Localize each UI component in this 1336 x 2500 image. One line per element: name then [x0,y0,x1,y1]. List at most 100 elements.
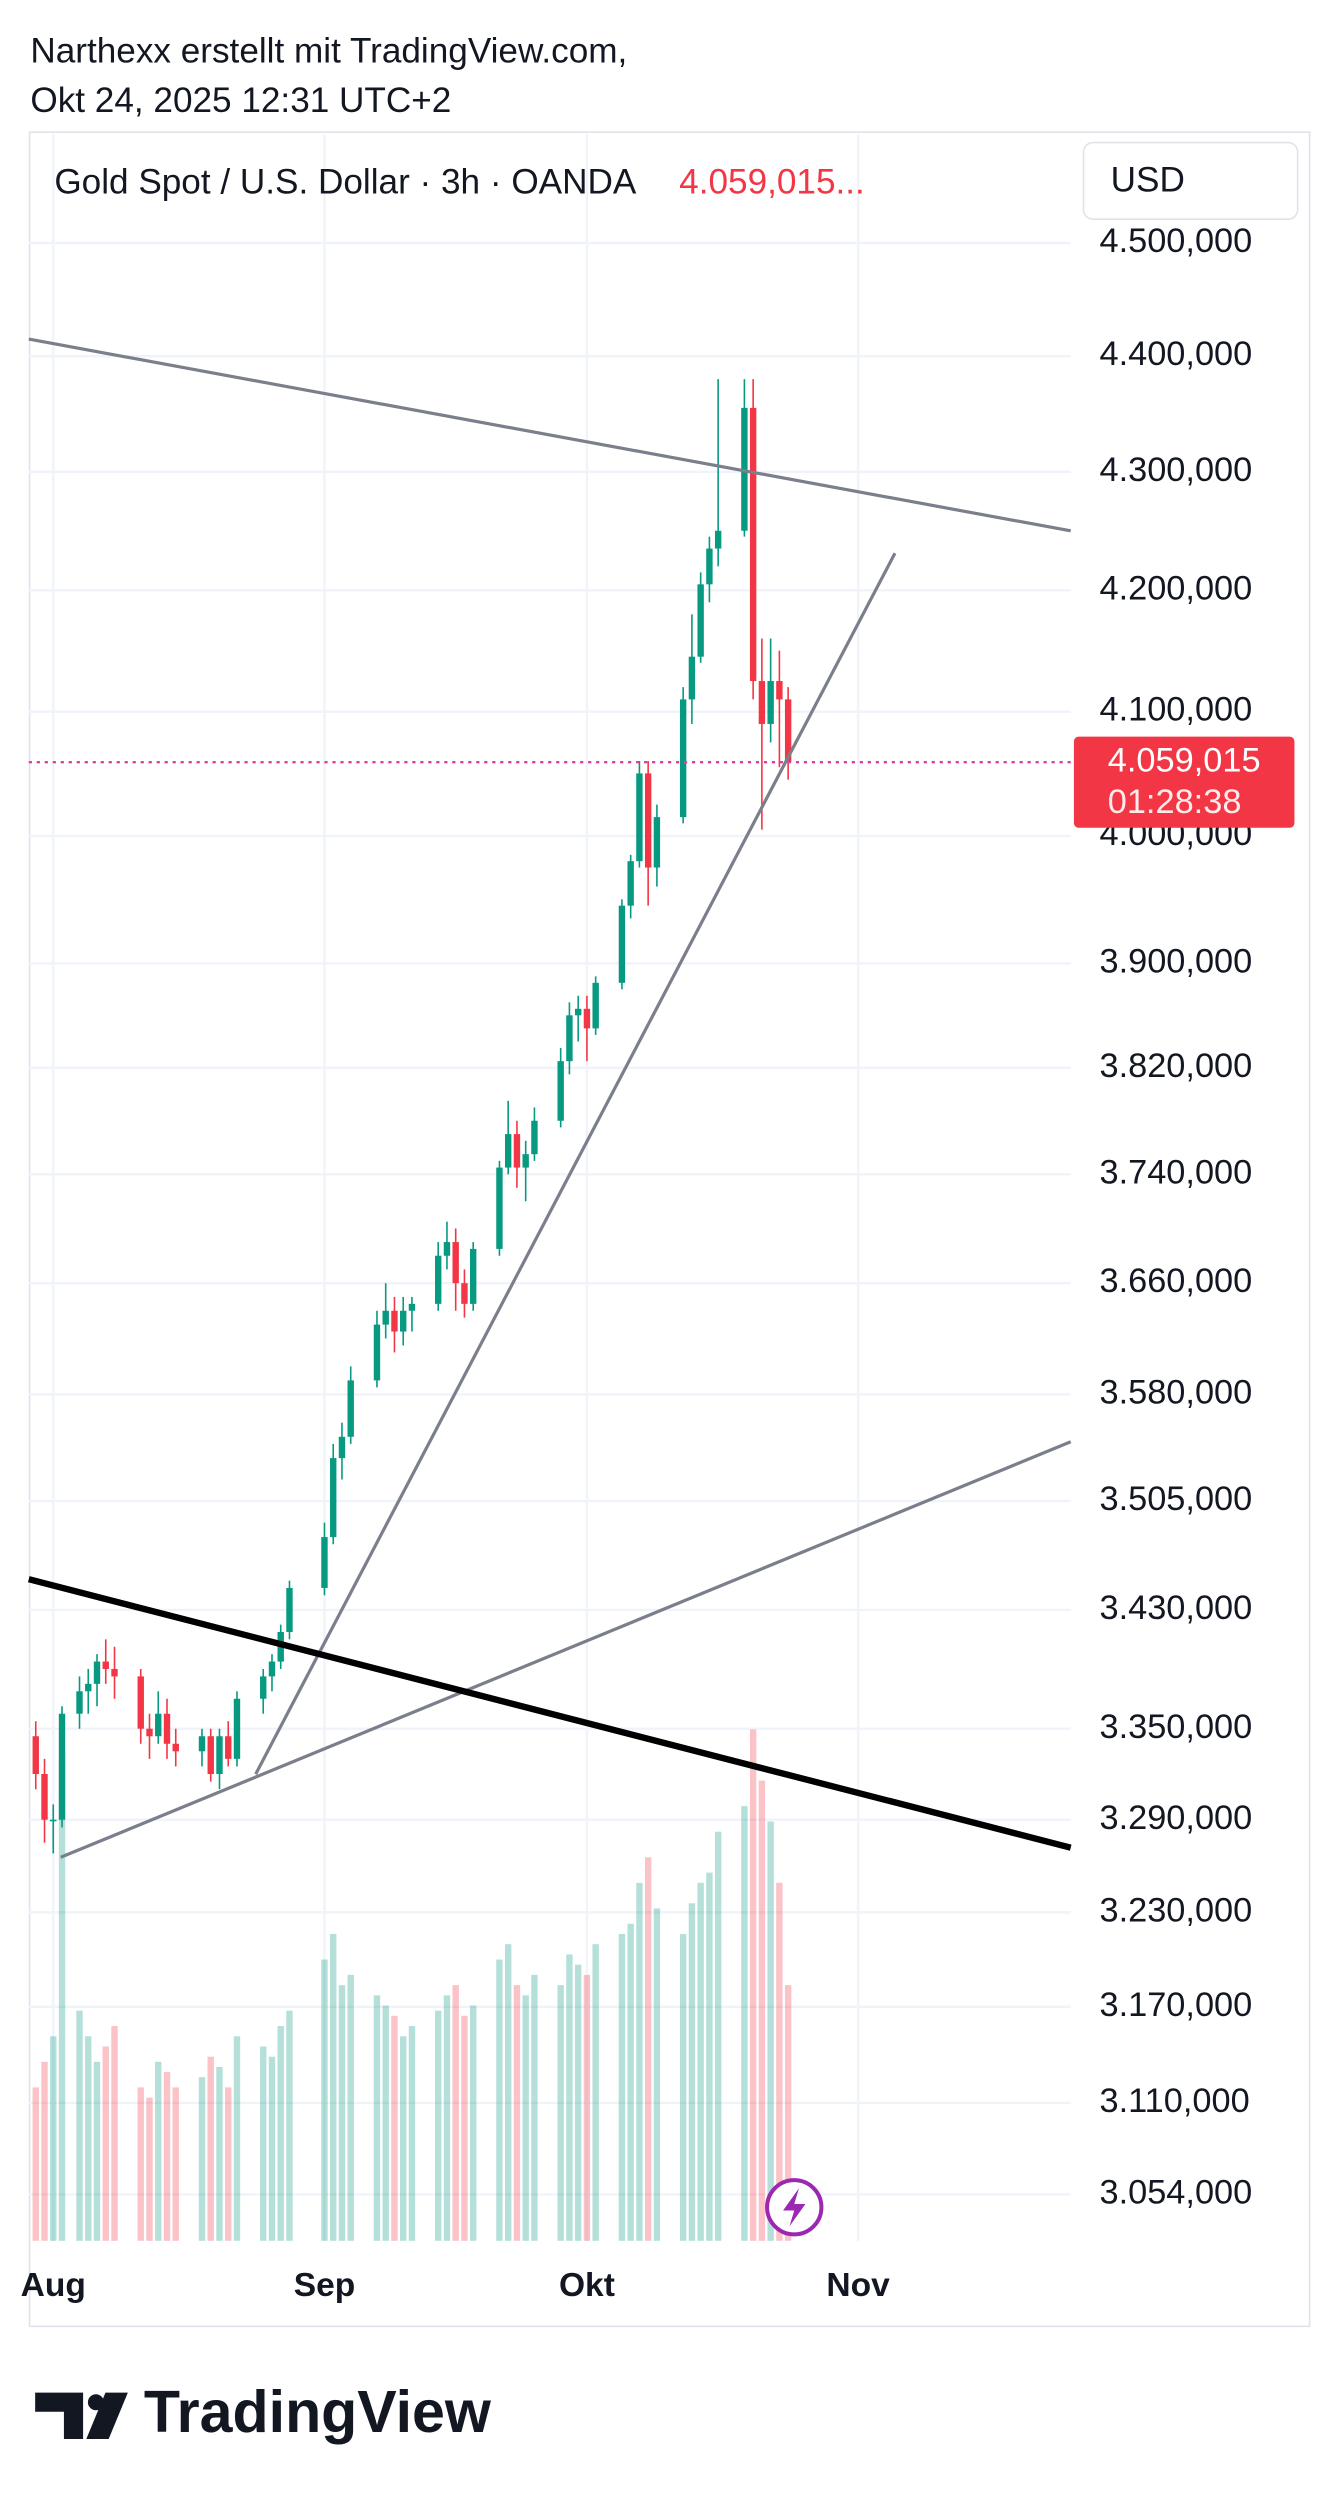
volume-bar [688,1903,696,2241]
x-tick-label: Sep [294,2267,356,2304]
y-tick-label: 3.290,000 [1099,1799,1252,1837]
volume-bar [557,1985,564,2241]
candle-body [531,1120,538,1155]
candle-body [102,1661,109,1669]
candle-body [504,1134,512,1168]
candle-body [679,699,687,818]
candle-body [776,681,783,700]
volume-bar [714,1831,722,2241]
candle-body [557,1061,564,1121]
y-tick-label: 3.110,000 [1099,2082,1249,2120]
logo-slash [86,2392,128,2439]
volume-bar [504,1944,512,2241]
x-tick-label: Aug [21,2267,86,2304]
candle-body [286,1587,293,1632]
brand-logo [35,2392,128,2439]
y-tick-label: 4.100,000 [1099,691,1252,729]
candle-body [50,1819,57,1822]
header-author: Narthexx erstellt mit TradingView.com, [30,31,627,70]
volume-bar [767,1821,774,2241]
candle-body [41,1774,48,1820]
candle-body [688,656,696,700]
volume-bar [338,1985,346,2241]
trend-line [28,337,1072,533]
volume-bar [653,1908,661,2241]
lightning-icon[interactable] [783,2188,806,2227]
candle-body [513,1134,521,1168]
volume-bar [207,2056,214,2241]
volume-bar [198,2077,206,2241]
volume-bar [636,1882,643,2241]
candle-body [644,773,652,868]
candle-body [452,1242,459,1284]
candle-body [207,1736,214,1775]
volume-bar [784,1985,792,2241]
volume-bar [111,2026,118,2241]
candle-body [216,1736,223,1775]
volume-bar [382,2005,389,2241]
volume-bar [163,2072,171,2241]
candle-body [338,1436,346,1459]
y-tick-label: 3.660,000 [1099,1262,1252,1300]
currency-button[interactable] [1082,141,1299,221]
y-tick-label: 4.300,000 [1099,451,1252,489]
logo-t [35,2392,84,2439]
volume-bar [321,1959,328,2241]
volume-bar [461,2015,468,2241]
candle-body [382,1310,389,1325]
candle-body [233,1698,241,1759]
volume-bar [41,2061,48,2241]
volume-bar [268,2056,276,2241]
candle-body [330,1458,337,1538]
candle-body [461,1283,468,1304]
candle-body [653,817,661,868]
candle-body [618,905,626,983]
volume-bar [627,1923,634,2241]
volume-bar [146,2097,153,2241]
volume-bar [741,1806,748,2241]
candle-body [592,982,599,1029]
volume-bar [93,2061,101,2241]
price-badge [1073,736,1295,828]
candle-body [111,1668,118,1677]
candle-body [163,1713,171,1744]
candle-body [391,1310,398,1332]
y-tick-label: 4.500,000 [1099,222,1252,260]
volume-bar [469,2005,477,2241]
x-tick-label: Okt [559,2267,615,2304]
candle-body [697,584,704,657]
y-tick-label: 3.740,000 [1099,1153,1252,1191]
candle-body [155,1713,162,1737]
candle-body [137,1676,144,1729]
volume-bar [347,1974,354,2241]
volume-bar [443,1995,451,2241]
legend-price: 4.059,015... [679,162,865,201]
volume-bar [679,1933,687,2241]
volume-bar [513,1985,521,2241]
candle-body [706,548,713,585]
chart-frame [28,131,1311,2328]
volume-bar [172,2087,179,2241]
currency-label[interactable]: USD [1111,161,1185,200]
volume-bar [758,1780,766,2241]
volume-bar [496,1959,503,2241]
volume-bar [408,2026,416,2241]
volume-bar [566,1954,573,2241]
volume-bar [225,2087,232,2241]
volume-bar [400,2036,407,2241]
candle-body [321,1537,328,1588]
candle-body [408,1303,416,1311]
quick-trade-button[interactable] [765,2178,824,2237]
candle-body [225,1736,232,1759]
candle-body [636,773,643,862]
volume-bar [522,1995,529,2241]
y-tick-label: 3.430,000 [1099,1589,1252,1627]
price-badge-value: 4.059,015 [1108,741,1261,779]
candle-body [627,861,634,906]
candle-body [93,1661,101,1684]
volume-bar [644,1857,652,2241]
y-tick-label: 3.230,000 [1099,1891,1252,1929]
y-tick-label: 4.200,000 [1099,569,1252,607]
volume-bar [373,1995,381,2241]
